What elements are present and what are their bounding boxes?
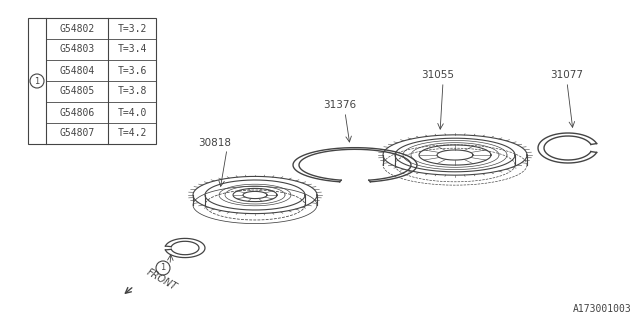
Text: G54804: G54804	[60, 66, 95, 76]
Bar	[28, 18, 156, 144]
Text: G54803: G54803	[60, 44, 95, 54]
Text: T=3.4: T=3.4	[117, 44, 147, 54]
Text: 31077: 31077	[550, 70, 584, 80]
Text: T=3.8: T=3.8	[117, 86, 147, 97]
Text: T=3.6: T=3.6	[117, 66, 147, 76]
Text: 31376: 31376	[323, 100, 356, 110]
Text: 1: 1	[161, 263, 166, 273]
Text: G54806: G54806	[60, 108, 95, 117]
Text: T=3.2: T=3.2	[117, 23, 147, 34]
Text: A173001003: A173001003	[573, 304, 632, 314]
Text: 30818: 30818	[198, 138, 232, 148]
Text: G54807: G54807	[60, 129, 95, 139]
Text: T=4.2: T=4.2	[117, 129, 147, 139]
Text: G54802: G54802	[60, 23, 95, 34]
Text: T=4.0: T=4.0	[117, 108, 147, 117]
Text: G54805: G54805	[60, 86, 95, 97]
Text: FRONT: FRONT	[145, 267, 179, 293]
Text: 31055: 31055	[422, 70, 454, 80]
Text: 1: 1	[35, 76, 40, 85]
